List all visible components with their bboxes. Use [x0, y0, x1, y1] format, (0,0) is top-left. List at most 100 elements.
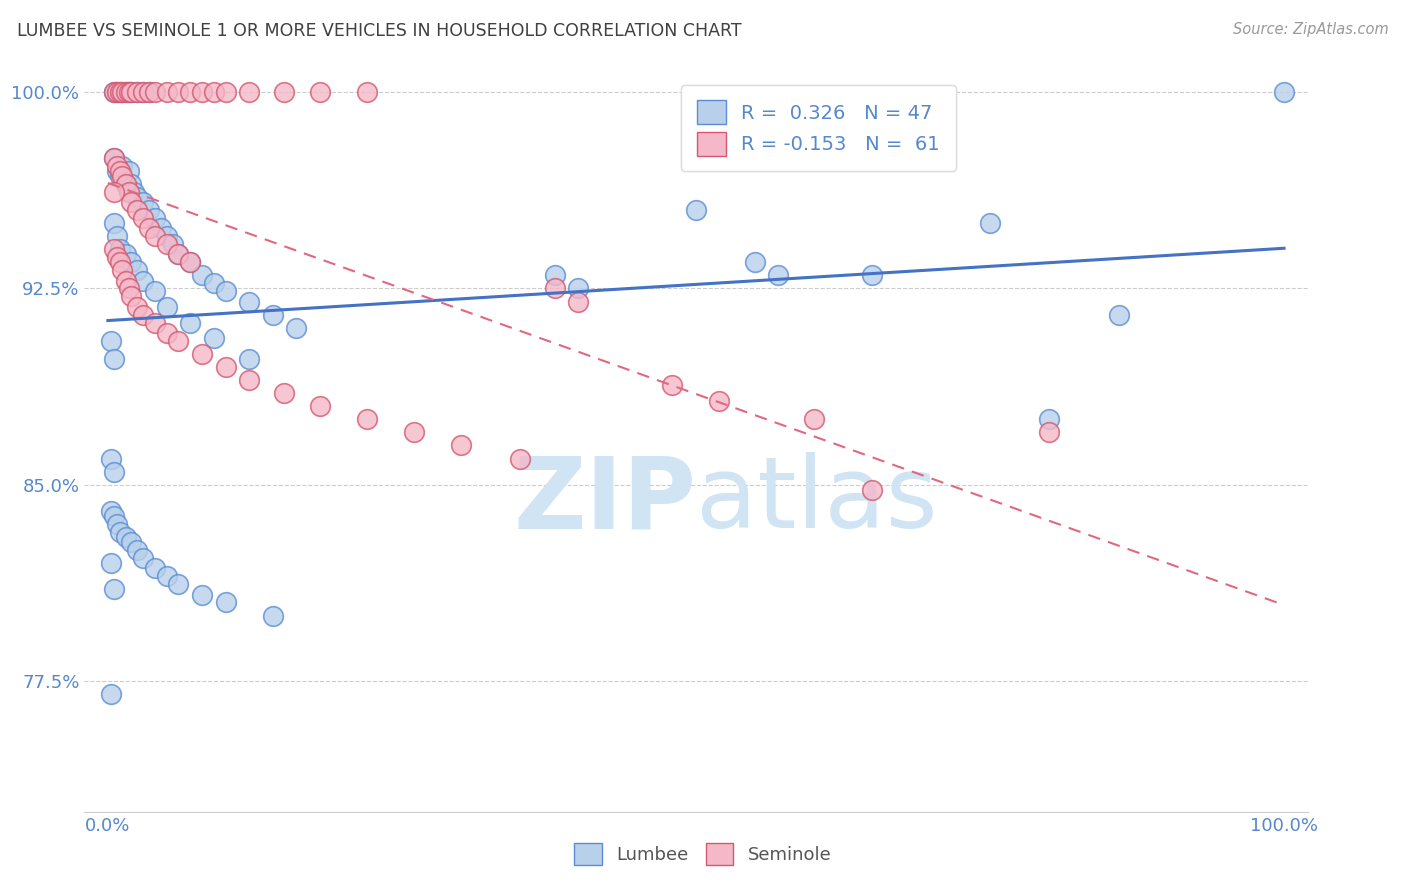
Point [138, 85, 160, 99]
Point [127, 263, 149, 277]
Point [262, 308, 284, 322]
Text: ZIP: ZIP [513, 452, 696, 549]
Point [132, 274, 155, 288]
Point [143, 211, 166, 225]
Point [167, 577, 190, 591]
Point [238, 294, 260, 309]
Point [143, 85, 166, 99]
Point [202, 277, 225, 291]
Point [100, 334, 122, 348]
Point [179, 85, 201, 99]
Point [108, 524, 131, 539]
Point [118, 281, 141, 295]
Point [167, 247, 190, 261]
Point [105, 163, 128, 178]
Point [509, 451, 531, 466]
Point [167, 334, 190, 348]
Point [132, 195, 155, 210]
Legend: Lumbee, Seminole: Lumbee, Seminole [565, 834, 841, 874]
Point [1038, 425, 1060, 440]
Point [143, 316, 166, 330]
Point [108, 242, 131, 256]
Point [120, 85, 142, 99]
Point [214, 85, 236, 99]
Point [143, 284, 166, 298]
Point [120, 85, 142, 99]
Point [1038, 412, 1060, 426]
Point [138, 85, 160, 99]
Point [285, 320, 308, 334]
Point [1272, 85, 1295, 99]
Point [122, 185, 145, 199]
Point [132, 85, 155, 99]
Point [108, 169, 131, 183]
Point [100, 556, 122, 570]
Point [111, 85, 134, 99]
Point [114, 85, 136, 99]
Point [111, 159, 134, 173]
Point [803, 412, 825, 426]
Point [156, 237, 179, 252]
Point [214, 359, 236, 374]
Point [744, 255, 766, 269]
Point [191, 588, 214, 602]
Point [127, 300, 149, 314]
Point [114, 530, 136, 544]
Point [167, 85, 190, 99]
Point [402, 425, 425, 440]
Point [132, 85, 155, 99]
Point [273, 85, 295, 99]
Point [105, 229, 128, 244]
Point [118, 85, 141, 99]
Text: Source: ZipAtlas.com: Source: ZipAtlas.com [1233, 22, 1389, 37]
Point [120, 177, 142, 191]
Point [567, 294, 589, 309]
Point [103, 185, 125, 199]
Point [120, 255, 142, 269]
Point [567, 281, 589, 295]
Point [120, 195, 142, 210]
Point [450, 438, 472, 452]
Point [103, 216, 125, 230]
Point [111, 263, 134, 277]
Point [111, 85, 134, 99]
Point [118, 163, 141, 178]
Point [132, 551, 155, 566]
Point [132, 211, 155, 225]
Point [138, 221, 160, 235]
Point [214, 284, 236, 298]
Point [103, 352, 125, 367]
Point [979, 216, 1001, 230]
Point [138, 202, 160, 217]
Point [100, 687, 122, 701]
Point [544, 268, 567, 283]
Point [100, 504, 122, 518]
Point [103, 151, 125, 165]
Point [308, 399, 330, 413]
Point [105, 159, 128, 173]
Point [127, 543, 149, 558]
Point [1108, 308, 1130, 322]
Point [860, 268, 883, 283]
Point [108, 163, 131, 178]
Point [100, 451, 122, 466]
Point [273, 386, 295, 401]
Point [191, 268, 214, 283]
Point [114, 274, 136, 288]
Point [103, 509, 125, 524]
Point [179, 316, 201, 330]
Point [103, 151, 125, 165]
Point [768, 268, 790, 283]
Point [114, 247, 136, 261]
Point [132, 308, 155, 322]
Point [544, 281, 567, 295]
Point [262, 608, 284, 623]
Point [127, 85, 149, 99]
Point [238, 352, 260, 367]
Point [149, 221, 172, 235]
Point [118, 85, 141, 99]
Point [156, 569, 179, 583]
Point [356, 85, 378, 99]
Point [108, 255, 131, 269]
Point [238, 373, 260, 387]
